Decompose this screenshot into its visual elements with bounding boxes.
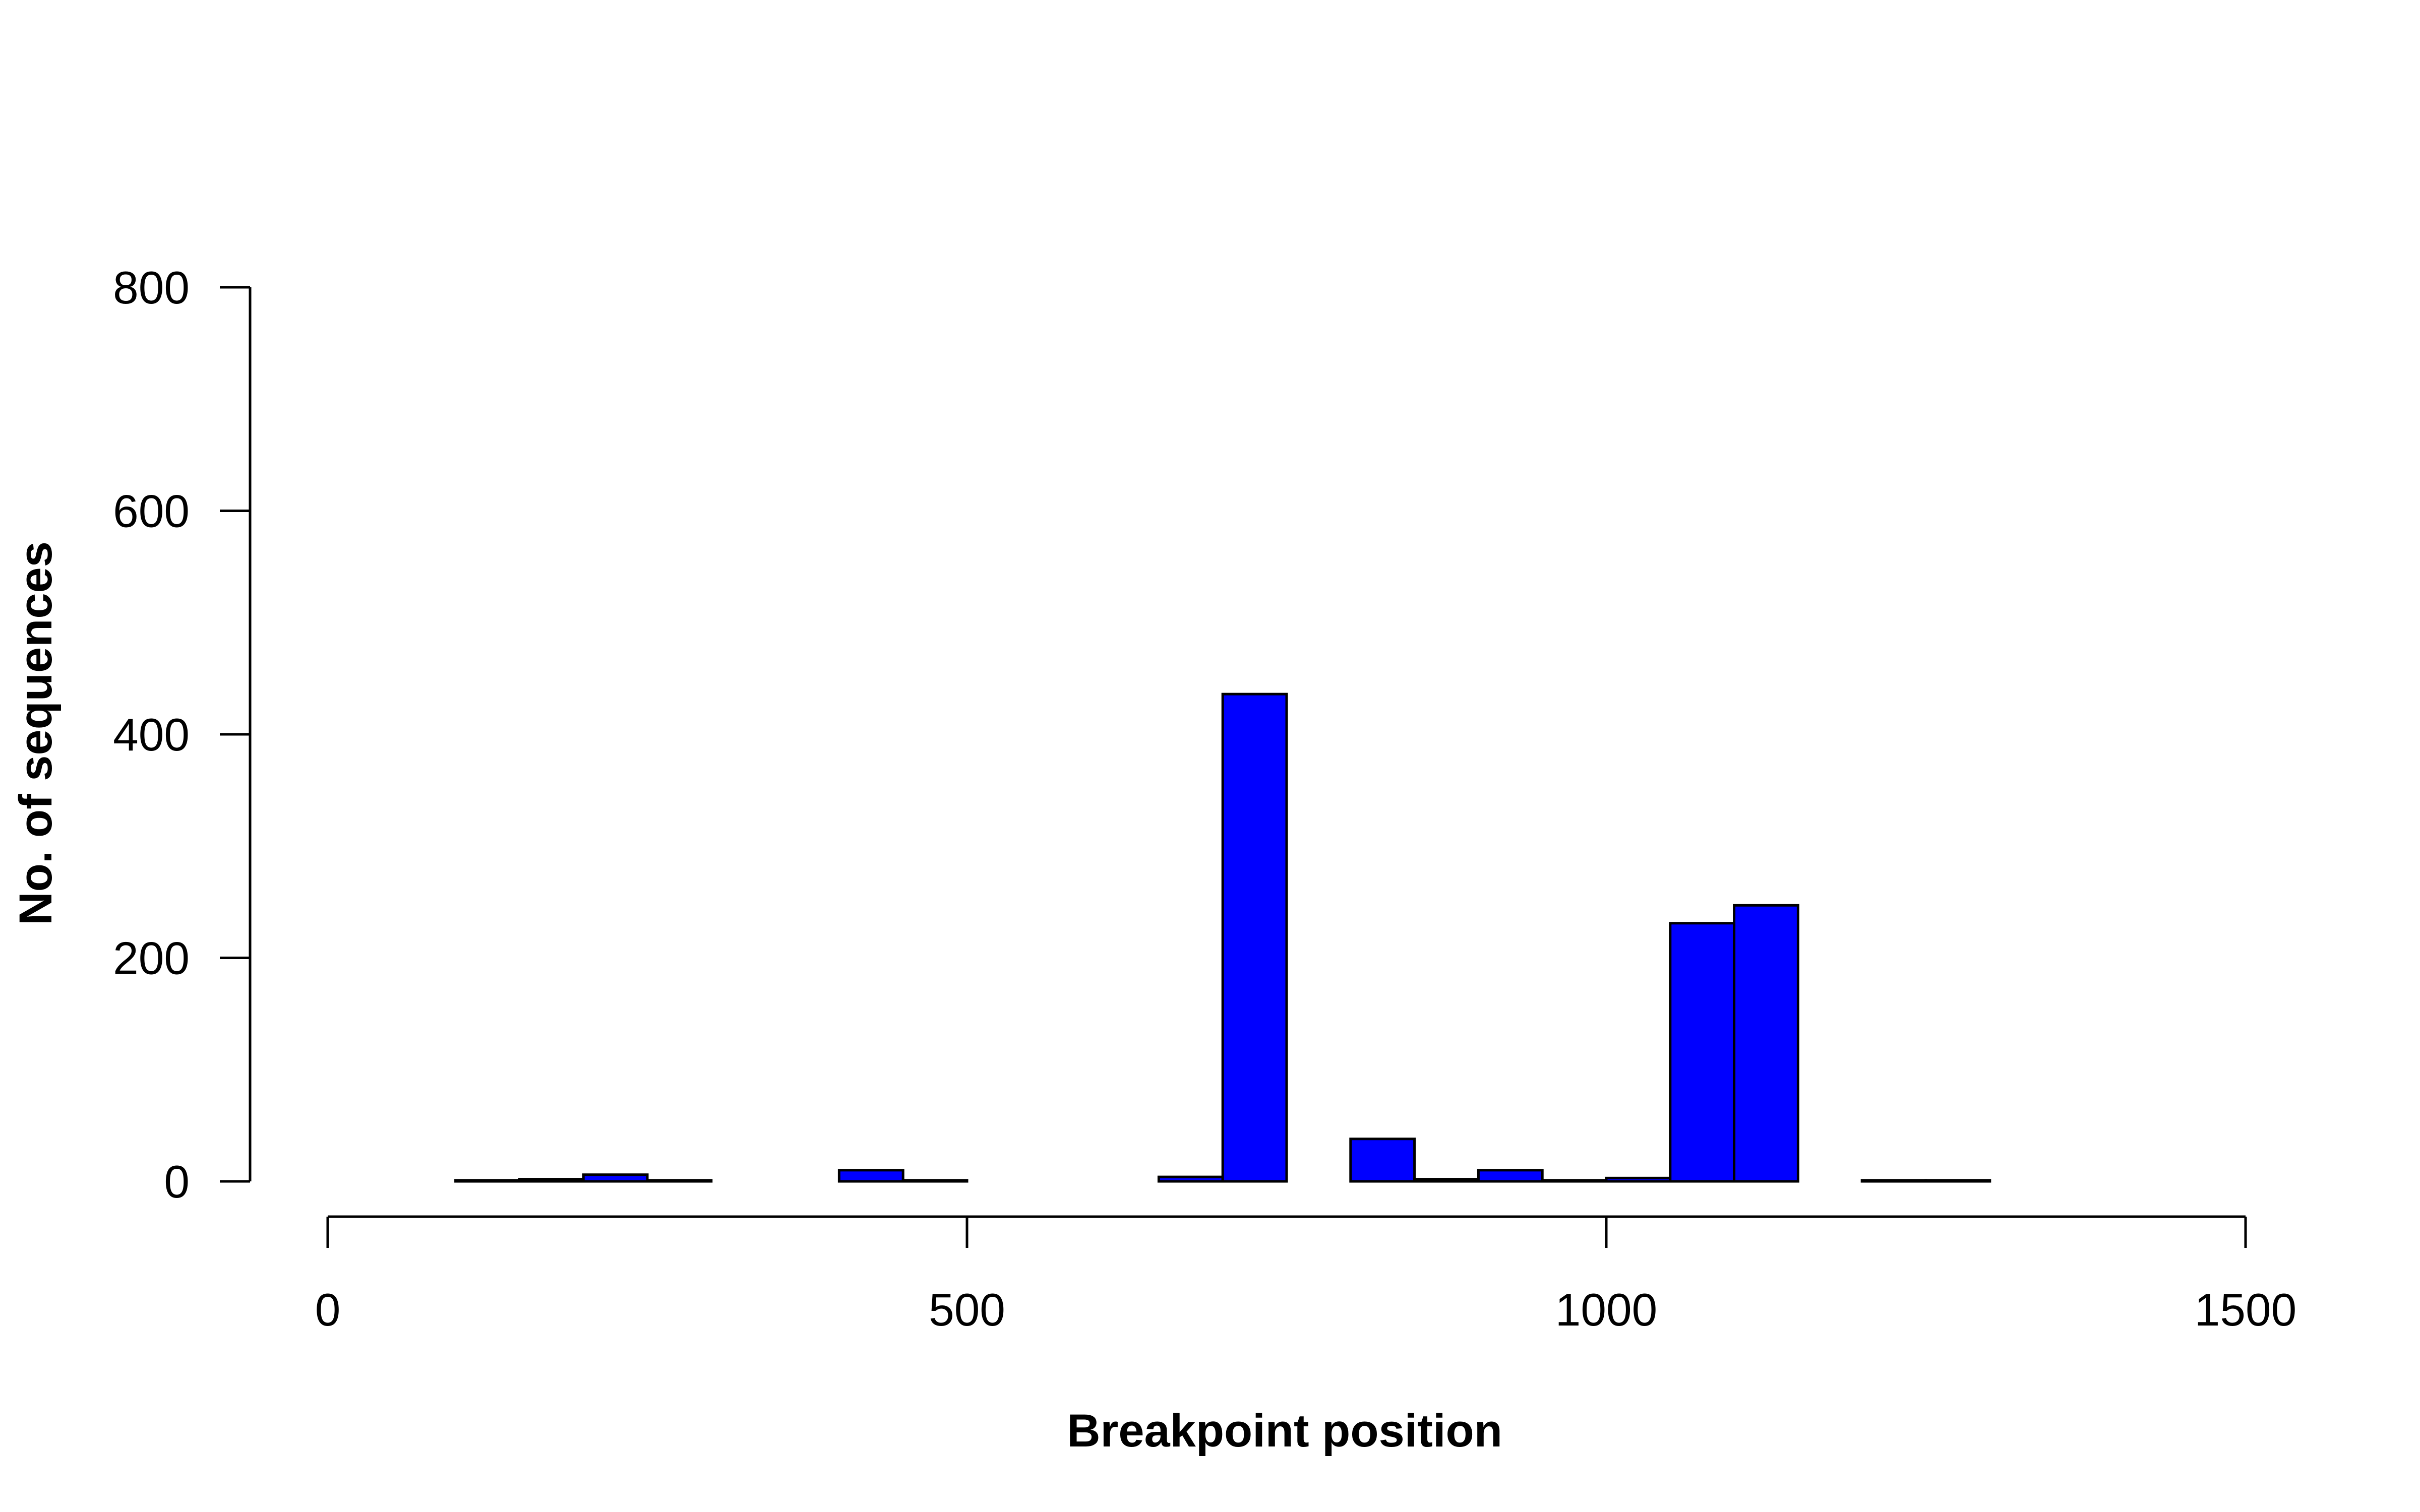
histogram-bar — [1157, 1175, 1224, 1183]
histogram-bar — [1477, 1169, 1544, 1183]
x-axis: 0 500 1000 1500 — [315, 1215, 2296, 1336]
histogram-bar — [646, 1179, 713, 1183]
x-tick-label: 1500 — [2195, 1285, 2296, 1336]
histogram-bar — [1860, 1179, 1927, 1183]
y-tick-label: 200 — [113, 933, 190, 984]
histogram-bar — [1924, 1179, 1991, 1183]
y-tick-label: 600 — [113, 486, 190, 537]
y-tick-label: 800 — [113, 263, 190, 313]
histogram-bar — [454, 1179, 521, 1183]
histogram-bar — [901, 1179, 969, 1183]
y-tick-label: 400 — [113, 710, 190, 761]
x-tick-label: 500 — [929, 1285, 1005, 1336]
bars-group — [454, 692, 1991, 1183]
histogram-bar — [1733, 904, 1799, 1183]
histogram-bar — [1669, 922, 1736, 1183]
y-axis-title: No. of sequences — [10, 541, 62, 925]
x-tick-label: 1000 — [1555, 1285, 1657, 1336]
histogram-bar — [1413, 1178, 1480, 1183]
histogram-bar — [518, 1178, 585, 1183]
y-axis: 0 200 400 600 800 — [113, 263, 252, 1208]
histogram-bar — [837, 1169, 904, 1183]
y-tick-label: 0 — [164, 1157, 190, 1208]
x-tick-label: 0 — [315, 1285, 341, 1336]
x-axis-title: Breakpoint position — [1067, 1405, 1502, 1457]
histogram-bar — [1349, 1138, 1416, 1183]
histogram-bar — [582, 1173, 649, 1183]
histogram-bar — [1605, 1176, 1672, 1183]
histogram-bar — [1541, 1179, 1608, 1183]
histogram-bar — [1221, 692, 1288, 1183]
